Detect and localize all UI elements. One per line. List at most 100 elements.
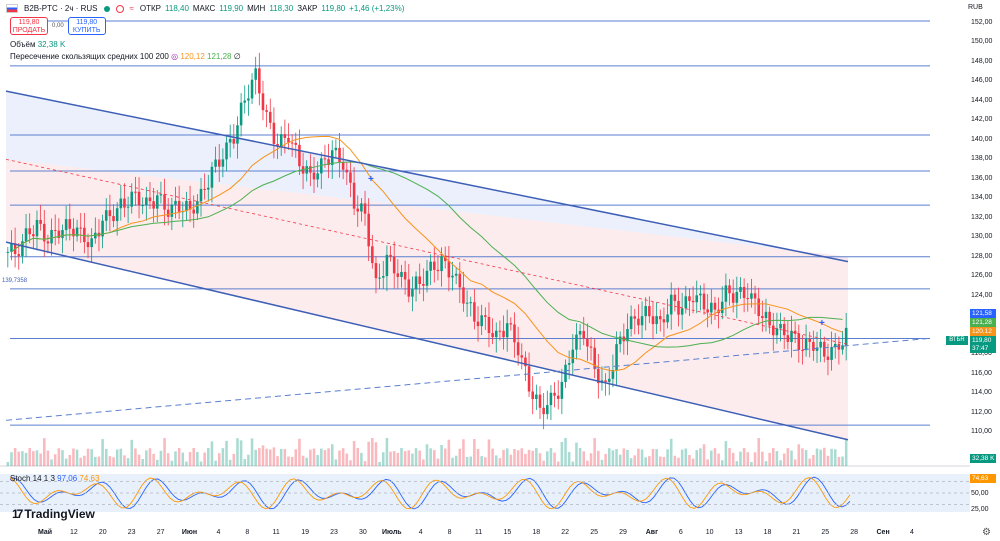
- trade-buttons: 119,80 ПРОДАТЬ 0,00 119,80 КУПИТЬ: [10, 17, 106, 35]
- tradingview-logo[interactable]: 17 TradingView: [12, 507, 95, 521]
- symbol-title[interactable]: B2B-PTC · 2ч · RUS: [24, 4, 98, 13]
- settings-gear-icon[interactable]: ⚙: [982, 527, 991, 538]
- candle-body: [309, 166, 312, 173]
- ohlc-close-label: ЗАКР: [297, 4, 318, 13]
- volume-bar: [24, 452, 28, 466]
- last-price-tag: 119,80: [970, 336, 996, 345]
- status-dot-icon: [103, 5, 110, 12]
- price-axis-label: 132,00: [971, 213, 993, 221]
- volume-bar: [644, 457, 647, 466]
- candle-body: [6, 251, 10, 253]
- candle-body: [473, 302, 476, 322]
- time-axis-label: 4: [418, 529, 423, 536]
- volume-bar: [225, 440, 228, 466]
- volume-bar: [137, 454, 141, 466]
- currency-label[interactable]: RUB: [968, 4, 983, 11]
- volume-bar: [637, 448, 640, 466]
- volume-bar: [593, 438, 596, 466]
- candle-body: [425, 270, 429, 286]
- volume-bar: [757, 438, 760, 466]
- price-axis-label: 142,00: [971, 116, 993, 124]
- sell-button[interactable]: 119,80 ПРОДАТЬ: [10, 17, 48, 35]
- volume-bar: [684, 448, 688, 466]
- candle-body: [830, 347, 833, 360]
- candle-body: [648, 306, 651, 317]
- candle-body: [782, 323, 786, 336]
- candle-body: [553, 392, 556, 396]
- volume-bar: [385, 438, 389, 466]
- candle-body: [83, 227, 86, 243]
- volume-bar: [597, 450, 600, 466]
- candle-body: [688, 296, 691, 301]
- candle-body: [232, 139, 236, 144]
- volume-bar: [272, 447, 276, 466]
- volume-bar: [290, 456, 294, 466]
- volume-bar: [400, 448, 403, 466]
- volume-bar: [174, 451, 177, 466]
- volume-bar: [578, 448, 582, 466]
- volume-bar: [228, 459, 232, 466]
- volume-bar: [32, 451, 35, 466]
- candle-body: [352, 182, 356, 209]
- volume-bar: [527, 449, 531, 466]
- candle-body: [826, 356, 830, 360]
- volume-legend[interactable]: Объём 32,38 K: [10, 40, 65, 49]
- volume-bar: [429, 448, 432, 466]
- candle-body: [556, 395, 560, 399]
- volume-bar: [21, 451, 24, 466]
- volume-bar: [39, 453, 42, 466]
- candle-body: [46, 241, 50, 244]
- volume-bar: [433, 450, 436, 466]
- candle-body: [597, 369, 600, 384]
- time-axis-label: 25: [821, 529, 830, 536]
- candle-body: [389, 254, 392, 257]
- volume-bar: [465, 456, 469, 466]
- volume-bar: [571, 461, 575, 466]
- candle-body: [844, 327, 848, 346]
- volume-bar: [586, 460, 589, 466]
- candle-body: [750, 293, 753, 299]
- volume-bar: [691, 458, 695, 466]
- volume-bar: [531, 450, 534, 466]
- ma-cross-legend[interactable]: Пересечение скользящих средних 100 200 ◎…: [10, 52, 241, 61]
- candle-body: [272, 122, 276, 144]
- volume-bar: [232, 453, 236, 466]
- volume-bar: [662, 456, 666, 466]
- settings-icon[interactable]: ◎: [171, 52, 179, 61]
- candle-body: [768, 311, 771, 326]
- volume-bar: [294, 449, 298, 466]
- candle-body: [804, 338, 808, 351]
- ohlc-open-label: ОТКР: [139, 4, 162, 13]
- candle-body: [79, 227, 82, 229]
- price-axis-label: 112,00: [971, 408, 992, 416]
- volume-bar: [775, 451, 779, 466]
- volume-bar: [323, 450, 327, 466]
- candle-body: [418, 276, 421, 284]
- volume-bar: [542, 460, 545, 466]
- stoch-legend[interactable]: Stoch 14 1 3 97,06 74,63: [10, 474, 99, 483]
- candle-body: [465, 302, 469, 304]
- volume-bar: [115, 449, 119, 466]
- volume-bar: [177, 448, 181, 466]
- candle-body: [757, 298, 760, 317]
- volume-bar: [717, 453, 720, 466]
- volume-bar: [443, 448, 447, 466]
- left-price-label: 139,7358: [2, 278, 28, 284]
- candle-body: [775, 328, 779, 336]
- volume-bar: [589, 453, 593, 466]
- price-axis-label: 146,00: [971, 77, 993, 85]
- candle-body: [629, 316, 633, 330]
- candle-body: [699, 293, 702, 296]
- volume-bar: [826, 455, 830, 466]
- candle-body: [433, 261, 436, 270]
- volume-bar: [407, 450, 411, 466]
- volume-bar: [742, 448, 746, 466]
- candle-body: [367, 213, 370, 247]
- volume-bar: [764, 461, 768, 466]
- candle-body: [447, 261, 451, 278]
- candle-body: [684, 296, 688, 309]
- buy-button[interactable]: 119,80 КУПИТЬ: [67, 17, 106, 35]
- candle-body: [334, 147, 338, 151]
- volume-bar: [772, 448, 775, 466]
